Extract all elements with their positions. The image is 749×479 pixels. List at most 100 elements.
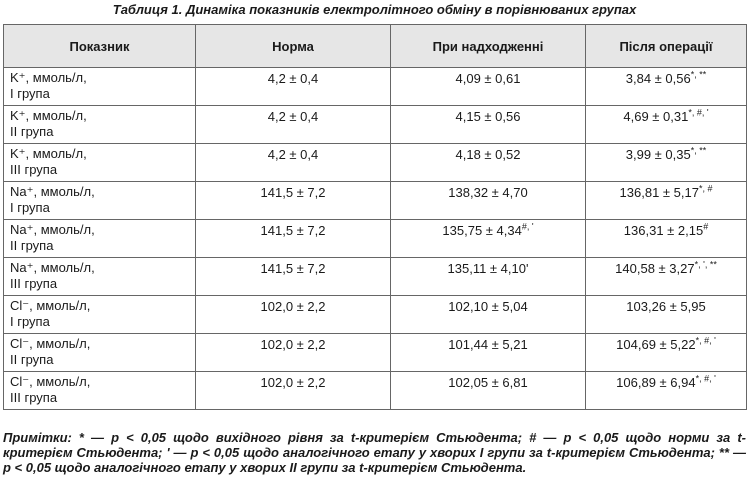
table-row: Cl⁻, ммоль/л, II група 102,0 ± 2,2 101,44 ±… [3, 333, 747, 372]
table-row: Cl⁻, ммоль/л, III група 102,0 ± 2,2 102,05 … [3, 371, 747, 410]
value-cell: 106,89 ± 6,94*, #, ' [585, 371, 747, 410]
value: 4,15 ± 0,56 [455, 109, 521, 124]
value-cell: 4,09 ± 0,61 [390, 67, 586, 106]
indicator-cell: K⁺, ммоль/л, I група [3, 67, 196, 106]
indicator: K⁺, ммоль/л, [10, 146, 87, 161]
value-cell: 102,0 ± 2,2 [195, 295, 391, 334]
table-body: K⁺, ммоль/л, I група 4,2 ± 0,4 4,09 ± 0,61 3… [3, 67, 747, 410]
value: 102,10 ± 5,04 [448, 299, 528, 314]
value: 102,0 ± 2,2 [260, 337, 326, 352]
indicator-cell: K⁺, ммоль/л, III група [3, 143, 196, 182]
table-row: Cl⁻, ммоль/л, I група 102,0 ± 2,2 102,10 ± … [3, 295, 747, 334]
header-cell: Після операції [585, 24, 747, 68]
header-cell: Показник [3, 24, 196, 68]
indicator: Na⁺, ммоль/л, [10, 222, 95, 237]
value-cell: 135,75 ± 4,34#, ' [390, 219, 586, 258]
significance-mark: *, ', ** [694, 259, 717, 270]
value-cell: 141,5 ± 7,2 [195, 181, 391, 220]
table-row: K⁺, ммоль/л, I група 4,2 ± 0,4 4,09 ± 0,61 3… [3, 67, 747, 106]
value-cell: 4,2 ± 0,4 [195, 143, 391, 182]
value: 4,09 ± 0,61 [455, 71, 521, 86]
value: 136,81 ± 5,17 [619, 185, 699, 200]
value-cell: 101,44 ± 5,21 [390, 333, 586, 372]
value-cell: 104,69 ± 5,22*, #, ' [585, 333, 747, 372]
notes: Примітки: * — p < 0,05 щодо вихідного рі… [3, 430, 746, 475]
indicator-cell: Na⁺, ммоль/л, I група [3, 181, 196, 220]
value: 4,2 ± 0,4 [267, 71, 319, 86]
significance-mark: *, ** [690, 145, 707, 156]
group: II група [10, 124, 54, 139]
significance-mark: # [703, 221, 709, 232]
significance-mark: *, #, ' [695, 373, 716, 384]
table-title: Таблиця 1. Динаміка показників електролі… [112, 2, 637, 17]
value-cell: 3,84 ± 0,56*, ** [585, 67, 747, 106]
value: 102,05 ± 6,81 [448, 375, 528, 390]
header-cell: При надходженні [390, 24, 586, 68]
value: 138,32 ± 4,70 [448, 185, 528, 200]
value: 141,5 ± 7,2 [260, 261, 326, 276]
value-cell: 102,0 ± 2,2 [195, 333, 391, 372]
value-cell: 136,81 ± 5,17*, # [585, 181, 747, 220]
group: I група [10, 200, 50, 215]
significance-mark: *, # [698, 183, 713, 194]
value: 135,11 ± 4,10' [447, 261, 529, 276]
value-cell: 140,58 ± 3,27*, ', ** [585, 257, 747, 296]
group: I група [10, 86, 50, 101]
value-cell: 4,15 ± 0,56 [390, 105, 586, 144]
group: II група [10, 352, 54, 367]
value-cell: 102,0 ± 2,2 [195, 371, 391, 410]
value-cell: 141,5 ± 7,2 [195, 257, 391, 296]
value-cell: 102,05 ± 6,81 [390, 371, 586, 410]
value: 4,69 ± 0,31 [623, 109, 689, 124]
indicator-cell: Cl⁻, ммоль/л, III група [3, 371, 196, 410]
value: 106,89 ± 6,94 [616, 375, 696, 390]
significance-mark: *, ** [690, 69, 707, 80]
table-row: Na⁺, ммоль/л, I група 141,5 ± 7,2 138,32 ± … [3, 181, 747, 220]
indicator: Cl⁻, ммоль/л, [10, 336, 91, 351]
value-cell: 138,32 ± 4,70 [390, 181, 586, 220]
value-cell: 4,18 ± 0,52 [390, 143, 586, 182]
value-cell: 4,2 ± 0,4 [195, 105, 391, 144]
value: 103,26 ± 5,95 [626, 299, 706, 314]
value-cell: 141,5 ± 7,2 [195, 219, 391, 258]
value: 102,0 ± 2,2 [260, 375, 326, 390]
value-cell: 3,99 ± 0,35*, ** [585, 143, 747, 182]
indicator: Cl⁻, ммоль/л, [10, 374, 91, 389]
header-row: Показник Норма При надходженні Після операц… [3, 24, 747, 68]
value: 101,44 ± 5,21 [448, 337, 528, 352]
value: 141,5 ± 7,2 [260, 223, 326, 238]
group: III група [10, 162, 58, 177]
significance-mark: *, #, ' [688, 107, 709, 118]
value-cell: 103,26 ± 5,95 [585, 295, 747, 334]
indicator: K⁺, ммоль/л, [10, 108, 87, 123]
value: 3,84 ± 0,56 [625, 71, 691, 86]
data-table: Показник Норма При надходженні Після операц… [3, 24, 747, 410]
value: 135,75 ± 4,34 [442, 223, 522, 238]
value: 140,58 ± 3,27 [615, 261, 695, 276]
value-cell: 4,69 ± 0,31*, #, ' [585, 105, 747, 144]
value-cell: 135,11 ± 4,10' [390, 257, 586, 296]
group: III група [10, 390, 58, 405]
value: 4,2 ± 0,4 [267, 147, 319, 162]
value: 136,31 ± 2,15 [623, 223, 704, 238]
indicator: Cl⁻, ммоль/л, [10, 298, 91, 313]
value-cell: 4,2 ± 0,4 [195, 67, 391, 106]
header-cell: Норма [195, 24, 391, 68]
indicator-cell: Na⁺, ммоль/л, III група [3, 257, 196, 296]
group: II група [10, 238, 54, 253]
value: 104,69 ± 5,22 [616, 337, 696, 352]
indicator: K⁺, ммоль/л, [10, 70, 87, 85]
indicator: Na⁺, ммоль/л, [10, 260, 95, 275]
group: III група [10, 276, 58, 291]
significance-mark: #, ' [521, 221, 534, 232]
value-cell: 102,10 ± 5,04 [390, 295, 586, 334]
group: I група [10, 314, 50, 329]
table-row: K⁺, ммоль/л, III група 4,2 ± 0,4 4,18 ± 0,5… [3, 143, 747, 182]
value: 141,5 ± 7,2 [260, 185, 326, 200]
value: 4,2 ± 0,4 [267, 109, 319, 124]
value: 102,0 ± 2,2 [260, 299, 326, 314]
indicator-cell: Cl⁻, ммоль/л, II група [3, 333, 196, 372]
value: 3,99 ± 0,35 [625, 147, 691, 162]
value: 4,18 ± 0,52 [455, 147, 521, 162]
